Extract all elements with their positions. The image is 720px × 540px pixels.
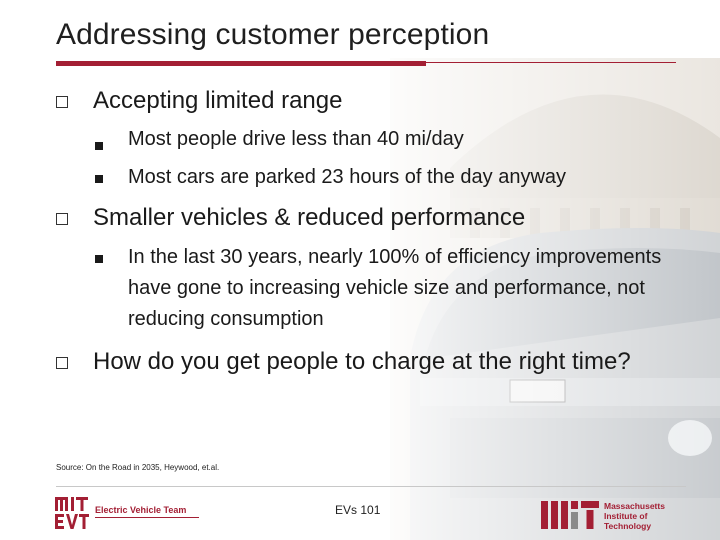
bullet-2: Smaller vehicles & reduced performance xyxy=(93,204,526,231)
title-underline-thin xyxy=(426,62,676,63)
hollow-square-bullet-icon xyxy=(56,357,68,369)
bullet-3: How do you get people to charge at the r… xyxy=(93,348,631,375)
institute-line-2: Institute of xyxy=(604,511,648,521)
team-name: Electric Vehicle Team xyxy=(95,505,187,515)
institute-line-1: Massachusetts xyxy=(604,501,665,511)
square-bullet-icon xyxy=(95,255,103,263)
footer-title: EVs 101 xyxy=(335,503,381,517)
sub-bullet-2-1: In the last 30 years, nearly 100% of eff… xyxy=(128,246,662,330)
hollow-square-bullet-icon xyxy=(56,96,68,108)
team-underline xyxy=(95,517,199,518)
hollow-square-bullet-icon xyxy=(56,213,68,225)
square-bullet-icon xyxy=(95,175,103,183)
institute-line-3: Technology xyxy=(604,521,652,531)
slide-title: Addressing customer perception xyxy=(56,18,490,51)
square-bullet-icon xyxy=(95,142,103,150)
footer-divider xyxy=(56,486,686,487)
institute-name: Massachusetts Institute of Technology xyxy=(604,501,665,531)
title-underline-thick xyxy=(56,61,426,66)
bullet-1: Accepting limited range xyxy=(93,87,343,114)
mit-logo-icon xyxy=(541,501,599,529)
sub-bullet-1-2: Most cars are parked 23 hours of the day… xyxy=(128,166,567,188)
mit-evt-logo-icon xyxy=(55,497,89,529)
sub-bullet-1-1: Most people drive less than 40 mi/day xyxy=(128,128,464,150)
source-note: Source: On the Road in 2035, Heywood, et… xyxy=(56,463,220,472)
